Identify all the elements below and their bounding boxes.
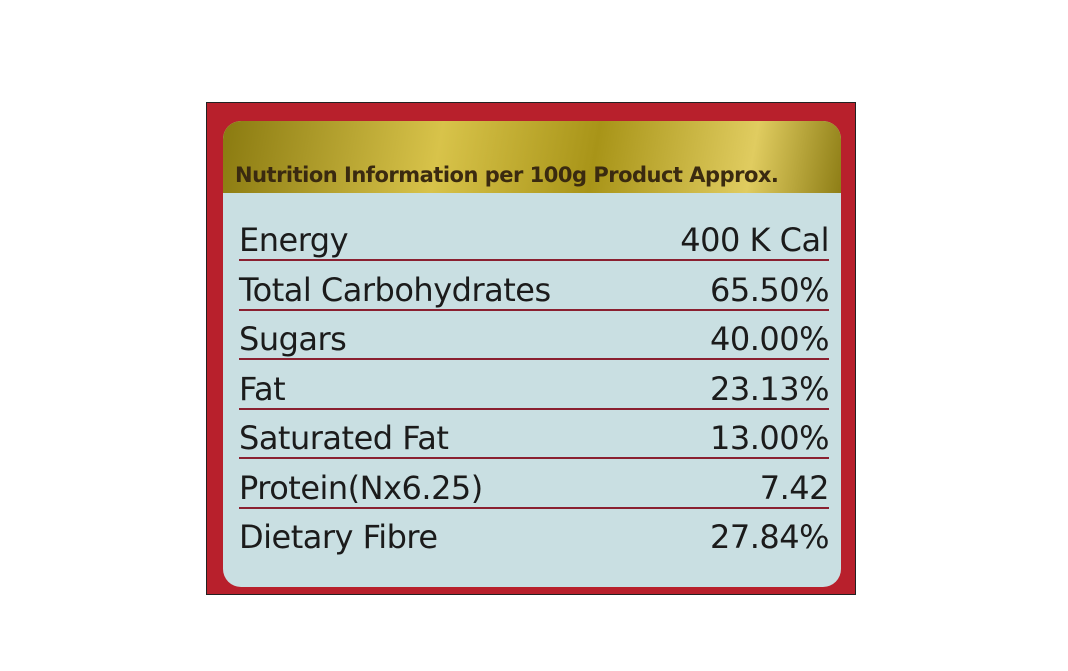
nutrient-name: Saturated Fat [239,419,449,457]
nutrition-row: Total Carbohydrates 65.50% [239,261,830,311]
nutrient-value: 7.42 [759,468,830,507]
nutrient-name: Sugars [239,320,347,358]
nutrient-value: 400 K Cal [680,221,829,259]
label-panel: Nutrition Information per 100g Product A… [223,121,841,587]
nutrition-row: Energy 400 K Cal [239,211,829,261]
label-title: Nutrition Information per 100g Product A… [223,121,841,193]
nutrient-value: 27.84% [709,518,830,556]
label-frame: Nutrition Information per 100g Product A… [206,102,856,595]
nutrition-row: Saturated Fat 13.00% [239,409,830,459]
nutrient-value: 13.00% [709,419,830,457]
nutrition-row: Sugars 40.00% [239,310,830,360]
nutrition-row: Fat 23.13% [239,360,830,410]
nutrient-name: Total Carbohydrates [239,270,551,309]
nutrition-row: Dietary Fibre 27.84% [239,508,830,556]
nutrition-row: Protein(Nx6.25) 7.42 [239,459,830,509]
nutrient-value: 40.00% [709,320,830,358]
nutrient-value: 23.13% [709,369,830,408]
nutrient-name: Protein(Nx6.25) [239,468,483,507]
nutrient-name: Dietary Fibre [239,518,438,556]
nutrient-name: Fat [239,369,286,408]
nutrient-name: Energy [239,221,349,259]
nutrient-value: 65.50% [709,270,830,309]
